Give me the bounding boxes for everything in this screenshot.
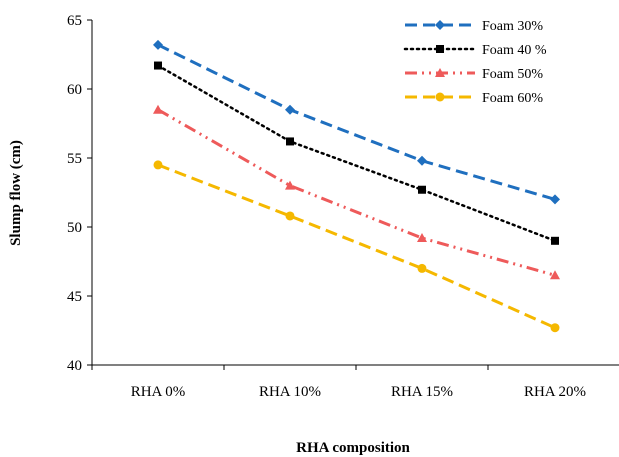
legend-marker <box>435 20 445 30</box>
y-tick-label: 60 <box>67 82 82 98</box>
legend: Foam 30% Foam 40 % Foam 50% Foam 60% <box>403 19 547 106</box>
legend-label: Foam 40 % <box>482 43 547 58</box>
data-point <box>154 61 162 70</box>
x-tick-label: RHA 20% <box>524 384 586 400</box>
data-point <box>286 137 294 146</box>
data-point <box>550 270 560 280</box>
data-point <box>285 104 295 115</box>
data-point <box>418 185 426 194</box>
legend-marker <box>435 68 445 77</box>
y-tick-label: 55 <box>67 151 82 167</box>
legend-item: Foam 40 % <box>403 43 547 58</box>
legend-marker <box>436 45 444 53</box>
y-tick-label: 45 <box>67 289 82 305</box>
legend-label: Foam 60% <box>482 91 543 106</box>
data-point <box>285 180 295 190</box>
series-layer <box>153 39 560 333</box>
series-line <box>156 64 557 243</box>
y-tick-label: 50 <box>67 220 82 236</box>
data-point <box>153 104 163 114</box>
series-1 <box>153 39 560 205</box>
x-tick-group: RHA 0% RHA 10% RHA 15% RHA 20% <box>91 365 586 400</box>
legend-label: Foam 50% <box>482 67 543 82</box>
data-point <box>153 160 163 170</box>
series-line <box>157 108 556 277</box>
legend-item: Foam 50% <box>405 67 543 82</box>
data-point <box>417 233 427 243</box>
data-point <box>550 194 560 205</box>
y-tick-label: 65 <box>67 13 82 29</box>
y-axis-title: Slump flow (cm) <box>8 140 24 246</box>
legend-item: Foam 30% <box>405 19 543 34</box>
legend-item: Foam 60% <box>405 91 543 106</box>
data-point <box>285 211 295 221</box>
data-point <box>551 236 559 245</box>
y-tick-group: 40 45 50 55 60 65 <box>67 13 92 374</box>
data-point <box>550 323 560 333</box>
legend-label: Foam 30% <box>482 19 543 34</box>
y-tick-label: 40 <box>67 358 82 374</box>
series-4 <box>153 160 560 333</box>
series-3 <box>153 104 560 280</box>
legend-marker <box>435 92 445 102</box>
x-tick-label: RHA 0% <box>131 384 186 400</box>
series-line <box>157 163 556 330</box>
x-axis-title: RHA composition <box>296 440 410 456</box>
x-tick-label: RHA 15% <box>391 384 453 400</box>
data-point <box>417 155 427 166</box>
data-point <box>417 263 427 273</box>
x-tick-label: RHA 10% <box>259 384 321 400</box>
series-2 <box>154 61 559 245</box>
data-point <box>153 39 163 50</box>
series-line <box>157 43 556 201</box>
